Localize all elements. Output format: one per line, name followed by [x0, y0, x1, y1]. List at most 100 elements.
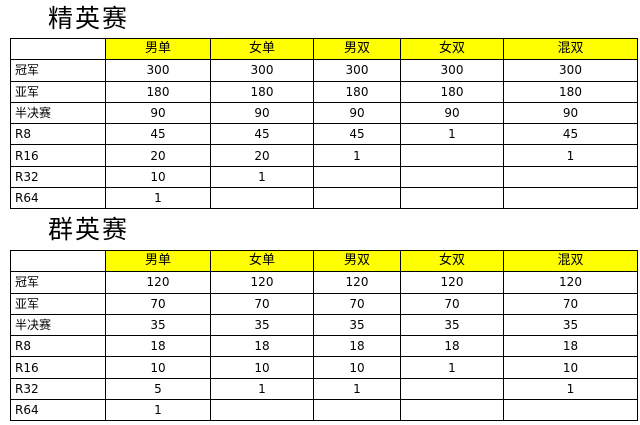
points-cell: 300 — [400, 59, 504, 82]
points-cell — [503, 399, 638, 422]
points-cell: 300 — [313, 59, 401, 82]
row-label: R64 — [10, 187, 106, 210]
column-header: 男单 — [105, 249, 211, 273]
table-row: R16 20 20 1 1 — [10, 144, 638, 167]
points-cell — [313, 165, 401, 189]
points-cell: 300 — [210, 59, 314, 82]
table-row: R32 10 1 — [10, 165, 638, 189]
points-cell — [400, 377, 504, 401]
table-row: R8 45 45 45 1 45 — [10, 123, 638, 146]
column-header: 混双 — [503, 249, 638, 273]
points-cell: 45 — [313, 123, 401, 146]
open-points-table: 男单 女单 男双 女双 混双 冠军 120 120 120 120 120 亚军 70 70 70 70 70 半… — [10, 249, 638, 422]
table-row: 半决赛 90 90 90 90 90 — [10, 101, 638, 125]
points-cell: 180 — [210, 80, 314, 103]
points-cell: 1 — [503, 377, 638, 401]
table-row: R64 1 — [10, 399, 638, 422]
table-row: R64 1 — [10, 187, 638, 210]
points-cell: 70 — [400, 292, 504, 315]
points-cell — [210, 187, 314, 210]
points-cell: 70 — [105, 292, 211, 315]
row-label: R32 — [10, 165, 106, 189]
points-cell: 70 — [313, 292, 401, 315]
points-cell: 35 — [503, 313, 638, 337]
points-cell: 10 — [105, 165, 211, 189]
table-row: 冠军 300 300 300 300 300 — [10, 59, 638, 82]
header-row: 男单 女单 男双 女双 混双 — [10, 37, 638, 61]
points-cell: 45 — [210, 123, 314, 146]
points-cell: 90 — [313, 101, 401, 125]
row-label: 亚军 — [10, 80, 106, 103]
points-cell: 20 — [210, 144, 314, 167]
row-label: 半决赛 — [10, 313, 106, 337]
column-header: 男单 — [105, 37, 211, 61]
points-cell — [400, 165, 504, 189]
points-cell: 90 — [210, 101, 314, 125]
points-cell: 10 — [105, 356, 211, 379]
corner-cell — [10, 249, 106, 273]
points-cell: 1 — [210, 165, 314, 189]
column-header: 女双 — [400, 249, 504, 273]
points-cell: 90 — [503, 101, 638, 125]
points-cell: 120 — [313, 271, 401, 294]
table-row: 亚军 180 180 180 180 180 — [10, 80, 638, 103]
points-cell: 35 — [210, 313, 314, 337]
points-cell — [210, 399, 314, 422]
points-cell: 180 — [400, 80, 504, 103]
points-cell: 180 — [503, 80, 638, 103]
row-label: R64 — [10, 399, 106, 422]
points-cell: 10 — [210, 356, 314, 379]
points-cell — [400, 187, 504, 210]
row-label: R8 — [10, 335, 106, 358]
row-label: R32 — [10, 377, 106, 401]
points-cell — [313, 187, 401, 210]
points-cell: 18 — [210, 335, 314, 358]
points-cell: 18 — [400, 335, 504, 358]
points-cell: 120 — [210, 271, 314, 294]
points-cell: 180 — [313, 80, 401, 103]
points-cell: 35 — [313, 313, 401, 337]
points-cell: 1 — [313, 377, 401, 401]
table-row: 亚军 70 70 70 70 70 — [10, 292, 638, 315]
points-cell: 18 — [105, 335, 211, 358]
points-cell — [400, 144, 504, 167]
elite-points-table: 男单 女单 男双 女双 混双 冠军 300 300 300 300 300 亚军 180 180 180 18… — [10, 37, 638, 210]
points-cell: 35 — [400, 313, 504, 337]
row-label: 冠军 — [10, 59, 106, 82]
row-label: R16 — [10, 144, 106, 167]
points-cell: 1 — [105, 399, 211, 422]
column-header: 女双 — [400, 37, 504, 61]
points-cell: 1 — [313, 144, 401, 167]
points-cell — [503, 187, 638, 210]
column-header: 女单 — [210, 37, 314, 61]
points-cell: 300 — [105, 59, 211, 82]
table-row: 冠军 120 120 120 120 120 — [10, 271, 638, 294]
points-cell: 35 — [105, 313, 211, 337]
column-header: 男双 — [313, 37, 401, 61]
points-cell: 90 — [105, 101, 211, 125]
points-cell: 120 — [503, 271, 638, 294]
points-cell: 10 — [313, 356, 401, 379]
points-cell: 1 — [105, 187, 211, 210]
open-tournament-title: 群英赛 — [48, 215, 130, 244]
row-label: 亚军 — [10, 292, 106, 315]
points-cell: 5 — [105, 377, 211, 401]
points-cell: 1 — [210, 377, 314, 401]
row-label: 冠军 — [10, 271, 106, 294]
points-cell: 300 — [503, 59, 638, 82]
header-row: 男单 女单 男双 女双 混双 — [10, 249, 638, 273]
points-cell — [313, 399, 401, 422]
row-label: R8 — [10, 123, 106, 146]
table-row: R16 10 10 10 1 10 — [10, 356, 638, 379]
column-header: 男双 — [313, 249, 401, 273]
points-cell: 1 — [400, 123, 504, 146]
points-cell: 70 — [210, 292, 314, 315]
points-cell: 45 — [105, 123, 211, 146]
points-cell: 10 — [503, 356, 638, 379]
table-row: R8 18 18 18 18 18 — [10, 335, 638, 358]
points-cell: 1 — [503, 144, 638, 167]
row-label: 半决赛 — [10, 101, 106, 125]
points-cell: 18 — [503, 335, 638, 358]
column-header: 女单 — [210, 249, 314, 273]
points-cell: 90 — [400, 101, 504, 125]
